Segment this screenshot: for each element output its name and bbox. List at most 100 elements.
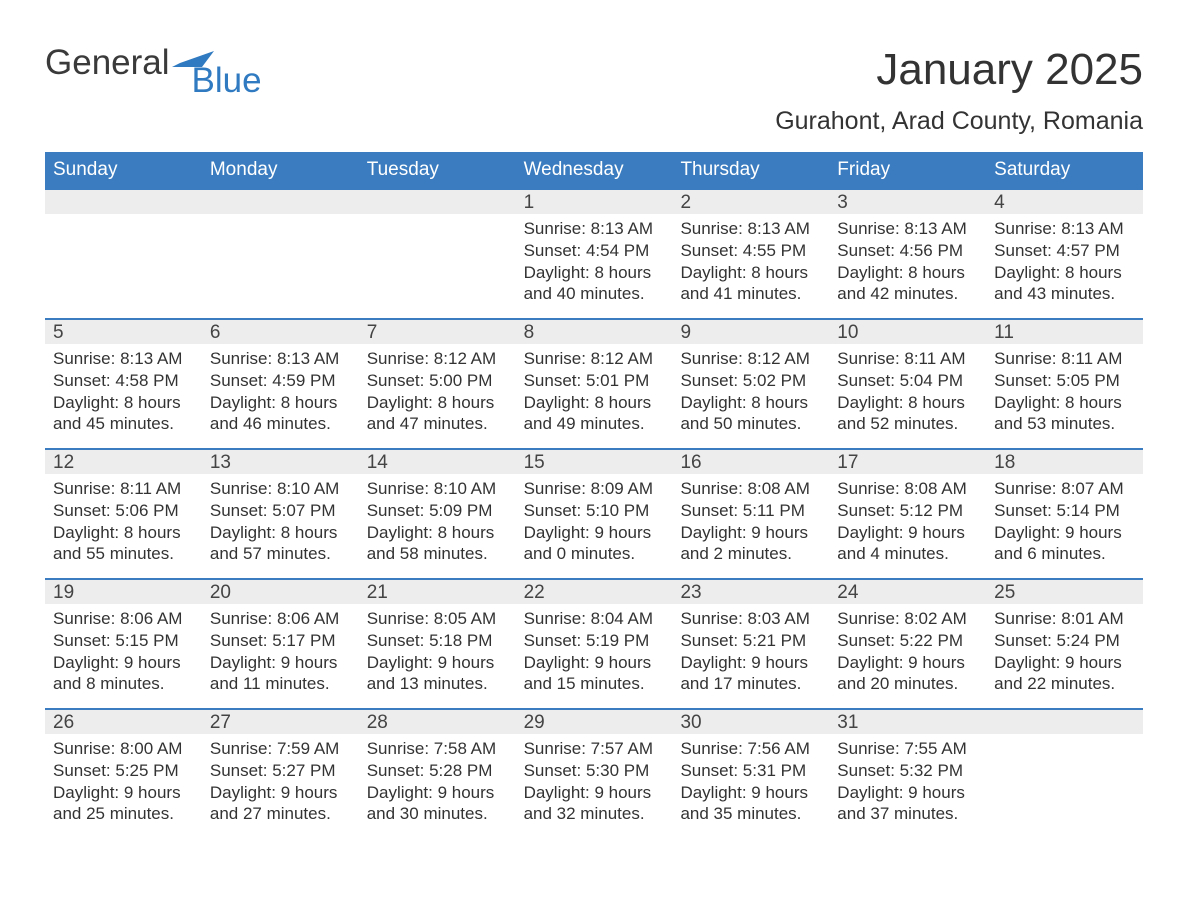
day-number: 31 (829, 710, 986, 734)
logo-right: Blue (172, 45, 262, 98)
dow-cell: Saturday (986, 152, 1143, 188)
day-dl2: and 8 minutes. (53, 673, 194, 695)
day-dl1: Daylight: 9 hours (837, 522, 978, 544)
day-dl1: Daylight: 8 hours (837, 392, 978, 414)
day-dl1: Daylight: 9 hours (680, 782, 821, 804)
day-number: 15 (516, 450, 673, 474)
day-number: 2 (672, 190, 829, 214)
day-sunset: Sunset: 4:56 PM (837, 240, 978, 262)
empty-day-number (45, 190, 202, 214)
day-dl2: and 45 minutes. (53, 413, 194, 435)
day-sunrise: Sunrise: 8:12 AM (680, 348, 821, 370)
empty-day-number (986, 710, 1143, 734)
day-dl1: Daylight: 8 hours (837, 262, 978, 284)
day-sunrise: Sunrise: 8:13 AM (524, 218, 665, 240)
calendar: SundayMondayTuesdayWednesdayThursdayFrid… (45, 152, 1143, 838)
day-cell: 3 Sunrise: 8:13 AMSunset: 4:56 PMDaylight… (829, 190, 986, 318)
day-cell: 7Sunrise: 8:12 AMSunset: 5:00 PMDaylight… (359, 320, 516, 448)
day-cell: 20Sunrise: 8:06 AMSunset: 5:17 PMDayligh… (202, 580, 359, 708)
day-sunrise: Sunrise: 8:10 AM (210, 478, 351, 500)
day-dl1: Daylight: 8 hours (994, 262, 1135, 284)
day-sunrise: Sunrise: 8:13 AM (680, 218, 821, 240)
day-body: Sunrise: 8:12 AMSunset: 5:00 PMDaylight:… (359, 344, 516, 441)
day-sunset: Sunset: 5:17 PM (210, 630, 351, 652)
day-sunset: Sunset: 5:10 PM (524, 500, 665, 522)
day-sunrise: Sunrise: 8:12 AM (524, 348, 665, 370)
day-cell: 28Sunrise: 7:58 AMSunset: 5:28 PMDayligh… (359, 710, 516, 838)
day-sunset: Sunset: 5:19 PM (524, 630, 665, 652)
day-number: 3 (829, 190, 986, 214)
day-dl1: Daylight: 9 hours (994, 522, 1135, 544)
day-number: 11 (986, 320, 1143, 344)
day-dl1: Daylight: 9 hours (524, 522, 665, 544)
day-number: 16 (672, 450, 829, 474)
day-dl2: and 55 minutes. (53, 543, 194, 565)
day-cell: 26Sunrise: 8:00 AMSunset: 5:25 PMDayligh… (45, 710, 202, 838)
day-body: Sunrise: 7:56 AMSunset: 5:31 PMDaylight:… (672, 734, 829, 831)
day-dl2: and 50 minutes. (680, 413, 821, 435)
day-body: Sunrise: 8:06 AMSunset: 5:15 PMDaylight:… (45, 604, 202, 701)
day-sunrise: Sunrise: 8:04 AM (524, 608, 665, 630)
day-sunset: Sunset: 5:14 PM (994, 500, 1135, 522)
day-sunrise: Sunrise: 8:10 AM (367, 478, 508, 500)
day-dl2: and 47 minutes. (367, 413, 508, 435)
day-number: 9 (672, 320, 829, 344)
day-sunset: Sunset: 4:55 PM (680, 240, 821, 262)
day-sunrise: Sunrise: 8:13 AM (53, 348, 194, 370)
day-cell: 5Sunrise: 8:13 AMSunset: 4:58 PMDaylight… (45, 320, 202, 448)
day-dl1: Daylight: 9 hours (210, 652, 351, 674)
day-body: Sunrise: 8:05 AMSunset: 5:18 PMDaylight:… (359, 604, 516, 701)
day-cell (202, 190, 359, 318)
month-title: January 2025 (775, 45, 1143, 95)
day-body: Sunrise: 8:08 AMSunset: 5:11 PMDaylight:… (672, 474, 829, 571)
day-dl1: Daylight: 8 hours (524, 262, 665, 284)
day-dl1: Daylight: 8 hours (210, 392, 351, 414)
day-dl1: Daylight: 8 hours (367, 522, 508, 544)
day-cell: 29Sunrise: 7:57 AMSunset: 5:30 PMDayligh… (516, 710, 673, 838)
day-body: Sunrise: 8:10 AMSunset: 5:07 PMDaylight:… (202, 474, 359, 571)
day-sunset: Sunset: 5:00 PM (367, 370, 508, 392)
day-body: Sunrise: 8:11 AMSunset: 5:06 PMDaylight:… (45, 474, 202, 571)
day-dl2: and 25 minutes. (53, 803, 194, 825)
dow-cell: Tuesday (359, 152, 516, 188)
day-sunrise: Sunrise: 8:13 AM (837, 218, 978, 240)
week-row: 26Sunrise: 8:00 AMSunset: 5:25 PMDayligh… (45, 708, 1143, 838)
day-body: Sunrise: 7:59 AMSunset: 5:27 PMDaylight:… (202, 734, 359, 831)
week-row: 5Sunrise: 8:13 AMSunset: 4:58 PMDaylight… (45, 318, 1143, 448)
day-sunrise: Sunrise: 8:00 AM (53, 738, 194, 760)
day-body: Sunrise: 8:10 AMSunset: 5:09 PMDaylight:… (359, 474, 516, 571)
day-dl2: and 27 minutes. (210, 803, 351, 825)
day-sunset: Sunset: 5:12 PM (837, 500, 978, 522)
day-dl2: and 4 minutes. (837, 543, 978, 565)
day-cell: 1Sunrise: 8:13 AMSunset: 4:54 PMDaylight… (516, 190, 673, 318)
day-sunrise: Sunrise: 7:58 AM (367, 738, 508, 760)
day-dl2: and 57 minutes. (210, 543, 351, 565)
empty-day-number (202, 190, 359, 214)
day-body: Sunrise: 8:00 AMSunset: 5:25 PMDaylight:… (45, 734, 202, 831)
day-dl2: and 58 minutes. (367, 543, 508, 565)
day-number: 5 (45, 320, 202, 344)
day-body: Sunrise: 8:11 AMSunset: 5:05 PMDaylight:… (986, 344, 1143, 441)
day-number: 27 (202, 710, 359, 734)
day-dl2: and 0 minutes. (524, 543, 665, 565)
day-sunset: Sunset: 5:06 PM (53, 500, 194, 522)
day-sunrise: Sunrise: 8:02 AM (837, 608, 978, 630)
day-number: 4 (986, 190, 1143, 214)
day-dl2: and 41 minutes. (680, 283, 821, 305)
day-sunset: Sunset: 5:21 PM (680, 630, 821, 652)
day-sunset: Sunset: 5:18 PM (367, 630, 508, 652)
day-dl1: Daylight: 8 hours (994, 392, 1135, 414)
day-number: 6 (202, 320, 359, 344)
day-dl1: Daylight: 9 hours (367, 782, 508, 804)
day-dl1: Daylight: 9 hours (210, 782, 351, 804)
day-dl1: Daylight: 8 hours (680, 392, 821, 414)
day-number: 30 (672, 710, 829, 734)
day-dl1: Daylight: 9 hours (367, 652, 508, 674)
day-dl1: Daylight: 9 hours (53, 652, 194, 674)
day-dl2: and 32 minutes. (524, 803, 665, 825)
day-dl2: and 15 minutes. (524, 673, 665, 695)
day-sunrise: Sunrise: 8:11 AM (994, 348, 1135, 370)
day-body: Sunrise: 8:04 AMSunset: 5:19 PMDaylight:… (516, 604, 673, 701)
day-body: Sunrise: 8:12 AMSunset: 5:01 PMDaylight:… (516, 344, 673, 441)
day-sunset: Sunset: 5:05 PM (994, 370, 1135, 392)
